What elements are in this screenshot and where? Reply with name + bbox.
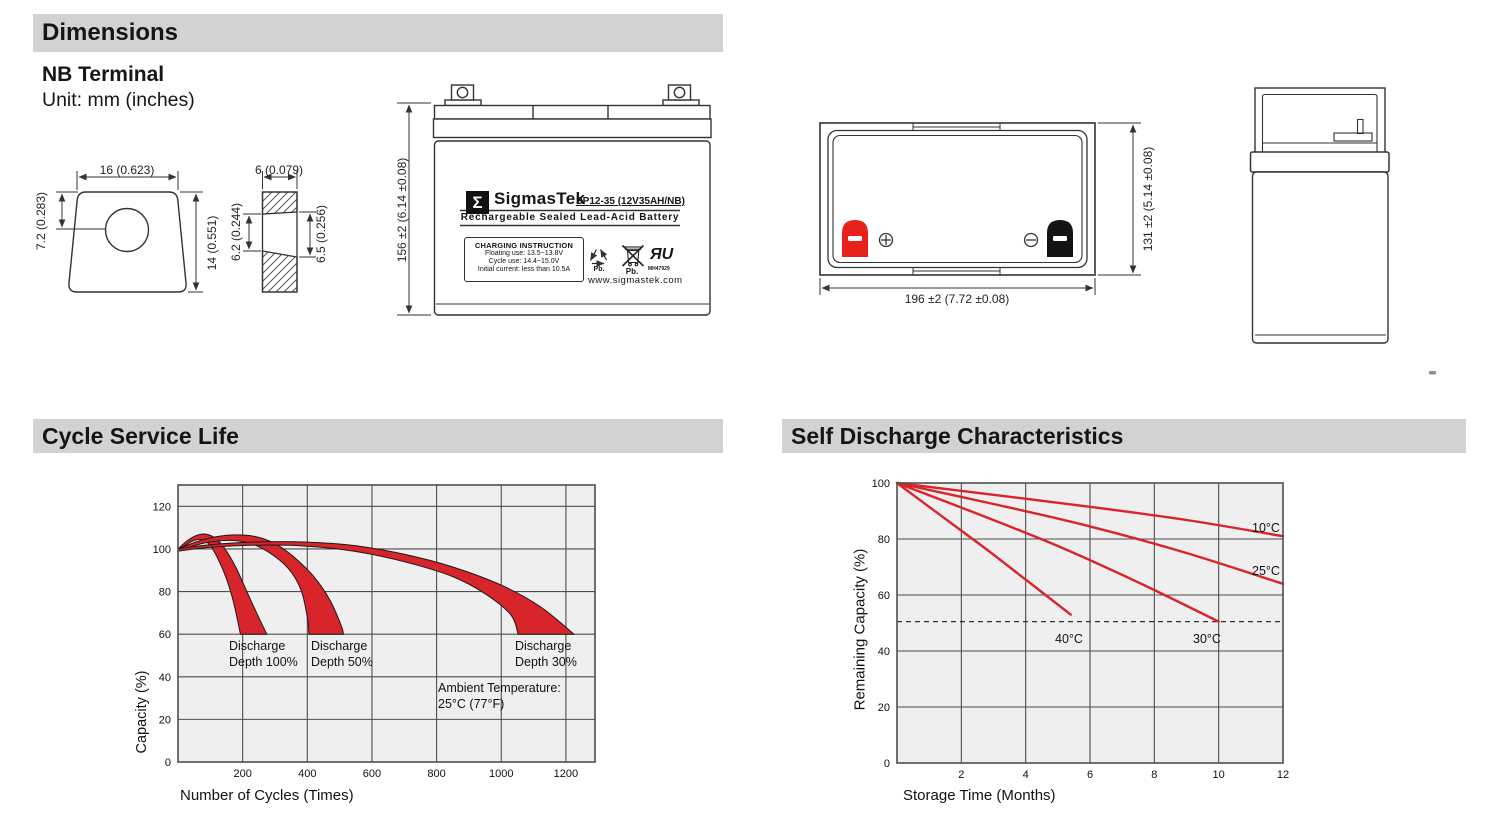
self-discharge-chart: 0 20 40 60 80 100 2 4 6 8 10 12 10°C 25°C 30°C 40°C: [872, 478, 1289, 781]
svg-text:20: 20: [878, 702, 890, 714]
annotation-discharge-depth-50: Discharge Depth 50%: [311, 639, 373, 669]
x-axis-title-cycles: Number of Cycles (Times): [180, 787, 354, 804]
dim-section-width: 6 (0.079): [254, 163, 304, 177]
svg-text:1200: 1200: [554, 768, 578, 780]
brand-name: SigmasTek: [494, 189, 586, 208]
svg-text:12: 12: [1277, 769, 1289, 781]
nb-terminal-heading: NB Terminal: [42, 63, 165, 86]
dimensions-title: Dimensions: [42, 19, 179, 46]
dim-battery-width: 196 ±2 (7.72 ±0.08): [904, 292, 1010, 306]
svg-text:80: 80: [878, 534, 890, 546]
charging-title: CHARGING INSTRUCTION: [474, 241, 574, 250]
dim-section-slot-right: 6.5 (0.256): [314, 204, 328, 264]
svg-text:8: 8: [1151, 769, 1157, 781]
pb-recycle-label: Pb.: [593, 266, 605, 273]
pb-bin-label: Pb.: [625, 267, 639, 276]
unit-note: Unit: mm (inches): [42, 89, 195, 111]
self-discharge-title: Self Discharge Characteristics: [791, 422, 1124, 449]
dim-battery-height: 156 ±2 (6.14 ±0.08): [395, 157, 409, 263]
svg-text:10: 10: [1213, 769, 1225, 781]
cycle-title: Cycle Service Life: [42, 422, 239, 449]
recycle-pb-icon: [589, 249, 608, 267]
annotation-ambient-temperature: Ambient Temperature: 25°C (77°F): [438, 681, 561, 711]
battery-subtitle: Rechargeable Sealed Lead-Acid Battery: [460, 212, 680, 223]
svg-text:40°C: 40°C: [1055, 632, 1083, 646]
scan-artifact-dot: [1429, 371, 1436, 375]
cycle-service-life-header: Cycle Service Life: [33, 419, 723, 453]
svg-text:0: 0: [884, 758, 890, 770]
ul-recognized-icon: ЯU: [650, 246, 674, 263]
svg-text:0: 0: [165, 757, 171, 769]
svg-text:800: 800: [427, 768, 445, 780]
charging-line-3: Initial current: less than 10.5A: [477, 265, 571, 273]
plus-symbol: [878, 232, 894, 248]
terminal-hole: [104, 207, 150, 253]
svg-text:6: 6: [1087, 769, 1093, 781]
self-discharge-header: Self Discharge Characteristics: [782, 419, 1466, 453]
post-hole-right: [673, 86, 686, 99]
svg-text:120: 120: [153, 501, 171, 513]
sigma-logo-icon: Σ: [466, 191, 489, 214]
svg-text:80: 80: [159, 587, 171, 599]
svg-text:60: 60: [159, 629, 171, 641]
annotation-discharge-depth-30: Discharge Depth 30%: [515, 639, 577, 669]
svg-text:40: 40: [878, 646, 890, 658]
svg-text:30°C: 30°C: [1193, 632, 1221, 646]
svg-text:60: 60: [878, 590, 890, 602]
ul-file-number: MH47929: [648, 266, 670, 272]
dimensions-section-header: Dimensions: [33, 14, 723, 52]
svg-text:100: 100: [872, 478, 890, 490]
charging-instruction-box: CHARGING INSTRUCTION Floating use: 13.5~…: [464, 237, 584, 282]
dim-battery-depth: 131 ±2 (5.14 ±0.08): [1141, 146, 1155, 252]
svg-text:10°C: 10°C: [1252, 521, 1280, 535]
model-number: SP12-35 (12V35AH/NB): [576, 196, 685, 207]
svg-text:20: 20: [159, 714, 171, 726]
dim-section-slot-left: 6.2 (0.244): [229, 202, 243, 262]
y-axis-title-capacity: Capacity (%): [134, 670, 150, 754]
svg-text:400: 400: [298, 768, 316, 780]
svg-text:200: 200: [233, 768, 251, 780]
y-axis-title-remaining-capacity: Remaining Capacity (%): [851, 548, 869, 711]
post-hole-left: [456, 86, 469, 99]
terminal-section-drawing: [243, 171, 316, 293]
annotation-discharge-depth-100: Discharge Depth 100%: [229, 639, 298, 669]
terminal-front-drawing: [56, 171, 203, 293]
svg-text:100: 100: [153, 544, 171, 556]
svg-text:1000: 1000: [489, 768, 513, 780]
minus-symbol: [1023, 232, 1039, 248]
svg-text:4: 4: [1023, 769, 1029, 781]
charging-line-2: Cycle use: 14.4~15.0V: [488, 257, 560, 265]
website-url: www.sigmastek.com: [588, 275, 683, 286]
dim-terminal-hole-offset: 7.2 (0.283): [34, 191, 48, 251]
cycle-service-life-chart: 0 20 40 60 80 100 120 200 400 600 800 1000 1200: [153, 484, 596, 780]
dim-terminal-width: 16 (0.623): [99, 163, 155, 177]
dim-terminal-height: 14 (0.551): [205, 215, 219, 271]
charging-line-1: Floating use: 13.5~13.8V: [484, 250, 564, 257]
x-axis-title-storage-time: Storage Time (Months): [903, 787, 1056, 804]
svg-text:25°C: 25°C: [1252, 564, 1280, 578]
svg-text:2: 2: [958, 769, 964, 781]
svg-text:40: 40: [159, 672, 171, 684]
svg-text:600: 600: [363, 768, 381, 780]
battery-top-view: [819, 122, 1141, 295]
battery-side-view: [1249, 87, 1390, 344]
crossed-bin-pb-icon: [621, 244, 645, 267]
